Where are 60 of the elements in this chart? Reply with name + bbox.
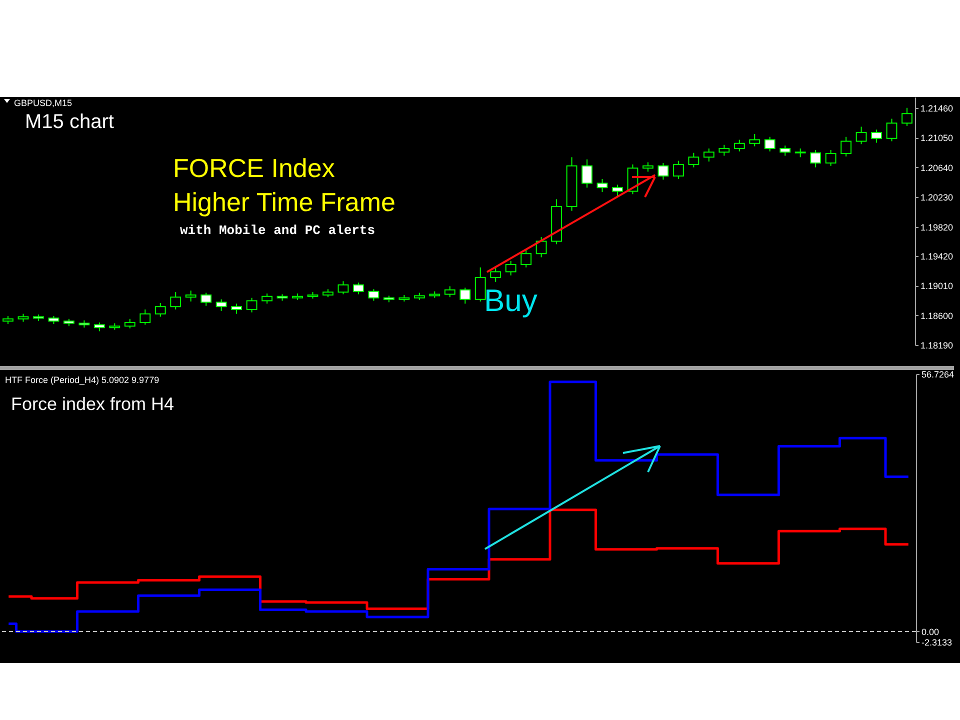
candlestick: [444, 286, 456, 298]
candlestick: [596, 178, 608, 192]
chart-title: GBPUSD,M15: [14, 98, 72, 108]
candlestick: [170, 292, 182, 310]
candlestick: [154, 302, 166, 318]
y-tick-label: 1.19820: [920, 222, 954, 232]
candlestick: [368, 288, 380, 302]
candlestick: [703, 148, 714, 162]
candlestick: [353, 282, 364, 295]
candlestick: [582, 158, 592, 188]
candlestick: [200, 292, 212, 306]
candlestick: [749, 133, 760, 147]
annotation: Buy: [484, 283, 538, 318]
candlestick: [658, 162, 669, 180]
y-tick-label: 1.21050: [920, 133, 954, 144]
y-tick-label: 1.21460: [920, 103, 954, 114]
y-tick-label: 0.00: [922, 627, 940, 637]
candlestick: [612, 184, 623, 197]
candlestick: [520, 248, 532, 268]
candlestick: [262, 293, 272, 304]
y-tick-label: 1.20640: [920, 162, 954, 173]
candlestick: [764, 136, 776, 152]
y-tick-label: 1.19420: [920, 251, 954, 262]
candlestick: [231, 303, 242, 314]
candlestick: [216, 298, 227, 312]
y-tick-label: -2.3133: [922, 638, 952, 648]
candlestick: [505, 260, 516, 276]
annotation: with Mobile and PC alerts: [180, 223, 376, 238]
candlestick: [902, 107, 912, 127]
candlestick: [672, 160, 684, 180]
chart-title: HTF Force (Period_H4) 5.0902 9.9779: [5, 375, 160, 385]
candlestick: [185, 290, 196, 302]
candlestick: [734, 139, 745, 152]
annotation: M15 chart: [25, 111, 114, 133]
candlestick: [490, 268, 502, 282]
candlestick: [871, 129, 882, 144]
y-tick-label: 1.18600: [920, 310, 954, 321]
candlestick: [536, 236, 547, 258]
candlestick: [246, 297, 258, 313]
annotation: Force index from H4: [11, 394, 174, 414]
candlestick: [338, 280, 349, 295]
candlestick: [688, 152, 700, 168]
candlestick: [124, 318, 136, 329]
candlestick: [810, 149, 822, 168]
candlestick: [856, 126, 867, 145]
candlestick: [140, 308, 151, 326]
y-tick-label: 56.7264: [922, 370, 954, 380]
annotation: Higher Time Frame: [173, 187, 396, 217]
candlestick: [460, 287, 471, 304]
candlestick: [780, 145, 791, 156]
y-tick-label: 1.18190: [920, 340, 954, 350]
candlestick: [886, 118, 898, 142]
candlestick: [718, 144, 730, 156]
y-tick-label: 1.20230: [920, 192, 954, 203]
y-tick-label: 1.19010: [920, 281, 954, 292]
candlestick: [840, 136, 852, 157]
annotation: FORCE Index: [173, 153, 335, 183]
candlestick: [825, 149, 836, 166]
candlestick: [642, 162, 654, 172]
candlestick: [474, 266, 486, 302]
